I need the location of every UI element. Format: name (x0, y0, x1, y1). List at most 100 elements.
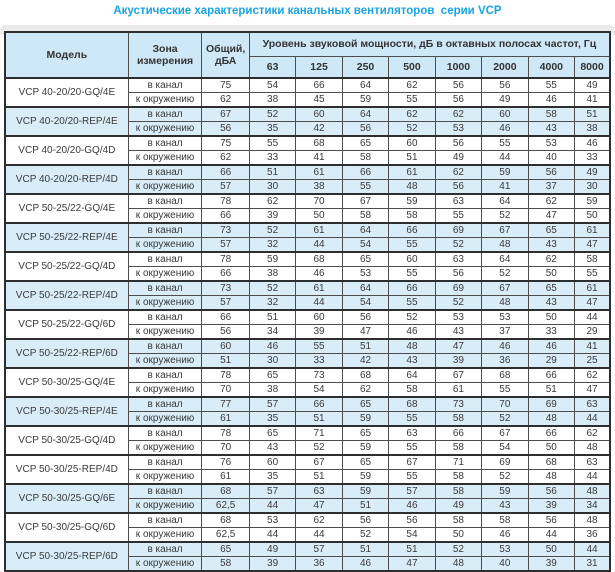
band-value-cell: 49 (574, 77, 611, 93)
band-value-cell: 35 (248, 469, 297, 485)
total-dba-cell: 67 (201, 106, 250, 122)
total-dba-cell: 51 (201, 353, 250, 369)
zone-cell: в канал (127, 280, 203, 296)
band-value-cell: 66 (295, 77, 343, 93)
band-value-cell: 34 (574, 498, 611, 514)
band-value-cell: 51 (341, 498, 390, 514)
model-cell: VCP 50-30/25-GQ/6E (4, 483, 129, 514)
band-value-cell: 30 (248, 179, 297, 195)
zone-cell: к окружению (127, 179, 203, 195)
total-dba-column-header: Общий, дБА (201, 31, 250, 79)
model-row-ambient: к окружению 51 30 33 42 43 39 36 29 25 (5, 353, 611, 369)
zone-cell: в канал (127, 541, 203, 557)
model-row-ambient: к окружению 62,5 44 44 52 54 50 46 44 36 (5, 527, 611, 543)
model-row-duct: VCP 40-20/20-GQ/4E в канал 75 54 66 64 62 56 56 5… (4, 77, 611, 108)
band-value-cell: 51 (295, 469, 343, 485)
total-dba-cell: 78 (201, 425, 250, 441)
band-value-cell: 58 (481, 512, 529, 528)
model-cell: VCP 50-25/22-GQ/6D (4, 309, 129, 340)
band-value-cell: 59 (574, 193, 611, 209)
band-value-cell: 70 (295, 193, 343, 209)
zone-column-header: Зона измерения (127, 31, 203, 79)
total-dba-cell: 78 (201, 193, 250, 209)
band-value-cell: 67 (481, 222, 529, 238)
model-cell: VCP 50-30/25-REP/4E (4, 396, 129, 427)
band-value-cell: 64 (388, 367, 436, 383)
band-value-cell: 55 (341, 179, 390, 195)
total-dba-cell: 78 (201, 251, 250, 267)
zone-cell: в канал (127, 77, 203, 93)
band-value-cell: 48 (574, 512, 611, 528)
band-value-cell: 68 (481, 367, 529, 383)
band-value-cell: 41 (574, 338, 611, 354)
band-value-cell: 66 (527, 367, 576, 383)
band-value-cell: 46 (341, 556, 390, 572)
model-row-duct: VCP 50-25/22-GQ/6D в канал 66 51 60 56 52 53 53 5… (4, 309, 611, 340)
total-dba-cell: 57 (201, 237, 250, 253)
band-value-cell: 44 (574, 469, 611, 485)
band-value-cell: 52 (388, 121, 436, 137)
band-value-cell: 52 (341, 527, 390, 543)
zone-cell: к окружению (127, 324, 203, 340)
band-value-cell: 63 (434, 251, 483, 267)
band-value-cell: 66 (341, 164, 390, 180)
table-header: Модель Зона измерения Общий, дБА Уровень… (4, 31, 611, 79)
band-value-cell: 73 (295, 367, 343, 383)
band-value-cell: 52 (434, 541, 483, 557)
band-value-cell: 36 (295, 556, 343, 572)
band-value-cell: 62 (434, 164, 483, 180)
zone-cell: к окружению (127, 150, 203, 166)
band-value-cell: 48 (388, 338, 436, 354)
model-row-duct: VCP 40-20/20-GQ/4D в канал 75 55 68 65 60 56 55 5… (4, 135, 611, 166)
band-value-cell: 58 (574, 251, 611, 267)
band-value-cell: 65 (341, 251, 390, 267)
model-cell: VCP 40-20/20-GQ/4E (4, 77, 129, 108)
band-value-cell: 57 (388, 483, 436, 499)
band-value-cell: 50 (574, 208, 611, 224)
band-value-cell: 50 (527, 309, 576, 325)
band-value-cell: 51 (295, 411, 343, 427)
band-value-cell: 39 (248, 556, 297, 572)
band-value-cell: 67 (341, 193, 390, 209)
band-value-cell: 66 (295, 396, 343, 412)
model-row-duct: VCP 50-30/25-GQ/6D в канал 68 53 62 56 56 58 58 5… (4, 512, 611, 543)
band-value-cell: 32 (248, 295, 297, 311)
band-value-cell: 39 (248, 208, 297, 224)
band-value-cell: 46 (481, 527, 529, 543)
band-value-cell: 39 (527, 556, 576, 572)
band-value-cell: 52 (248, 280, 297, 296)
band-value-cell: 54 (341, 237, 390, 253)
model-cell: VCP 50-30/25-GQ/6D (4, 512, 129, 543)
band-value-cell: 50 (434, 527, 483, 543)
band-value-cell: 69 (434, 222, 483, 238)
band-value-cell: 52 (248, 222, 297, 238)
band-value-cell: 29 (527, 353, 576, 369)
band-value-cell: 48 (527, 469, 576, 485)
band-value-cell: 68 (341, 367, 390, 383)
band-value-cell: 41 (574, 92, 611, 108)
model-row-duct: VCP 50-25/22-GQ/4D в канал 78 59 68 65 60 63 64 6… (4, 251, 611, 282)
total-dba-cell: 57 (201, 295, 250, 311)
total-dba-cell: 70 (201, 382, 250, 398)
band-value-cell: 52 (434, 237, 483, 253)
band-value-cell: 51 (388, 541, 436, 557)
band-value-cell: 64 (341, 106, 390, 122)
band-value-cell: 60 (388, 251, 436, 267)
band-value-cell: 57 (248, 396, 297, 412)
band-value-cell: 67 (481, 425, 529, 441)
band-value-cell: 35 (248, 121, 297, 137)
band-value-cell: 44 (248, 498, 297, 514)
band-value-cell: 58 (388, 208, 436, 224)
model-cell: VCP 50-30/25-REP/6D (4, 541, 129, 572)
total-dba-cell: 66 (201, 309, 250, 325)
zone-cell: к окружению (127, 121, 203, 137)
band-value-cell: 71 (295, 425, 343, 441)
total-dba-cell: 68 (201, 483, 250, 499)
band-value-cell: 58 (434, 512, 483, 528)
band-value-cell: 47 (295, 498, 343, 514)
band-value-cell: 55 (388, 411, 436, 427)
band-value-cell: 39 (527, 498, 576, 514)
band-value-cell: 67 (295, 454, 343, 470)
model-cell: VCP 50-25/22-GQ/4E (4, 193, 129, 224)
band-value-cell: 55 (388, 440, 436, 456)
